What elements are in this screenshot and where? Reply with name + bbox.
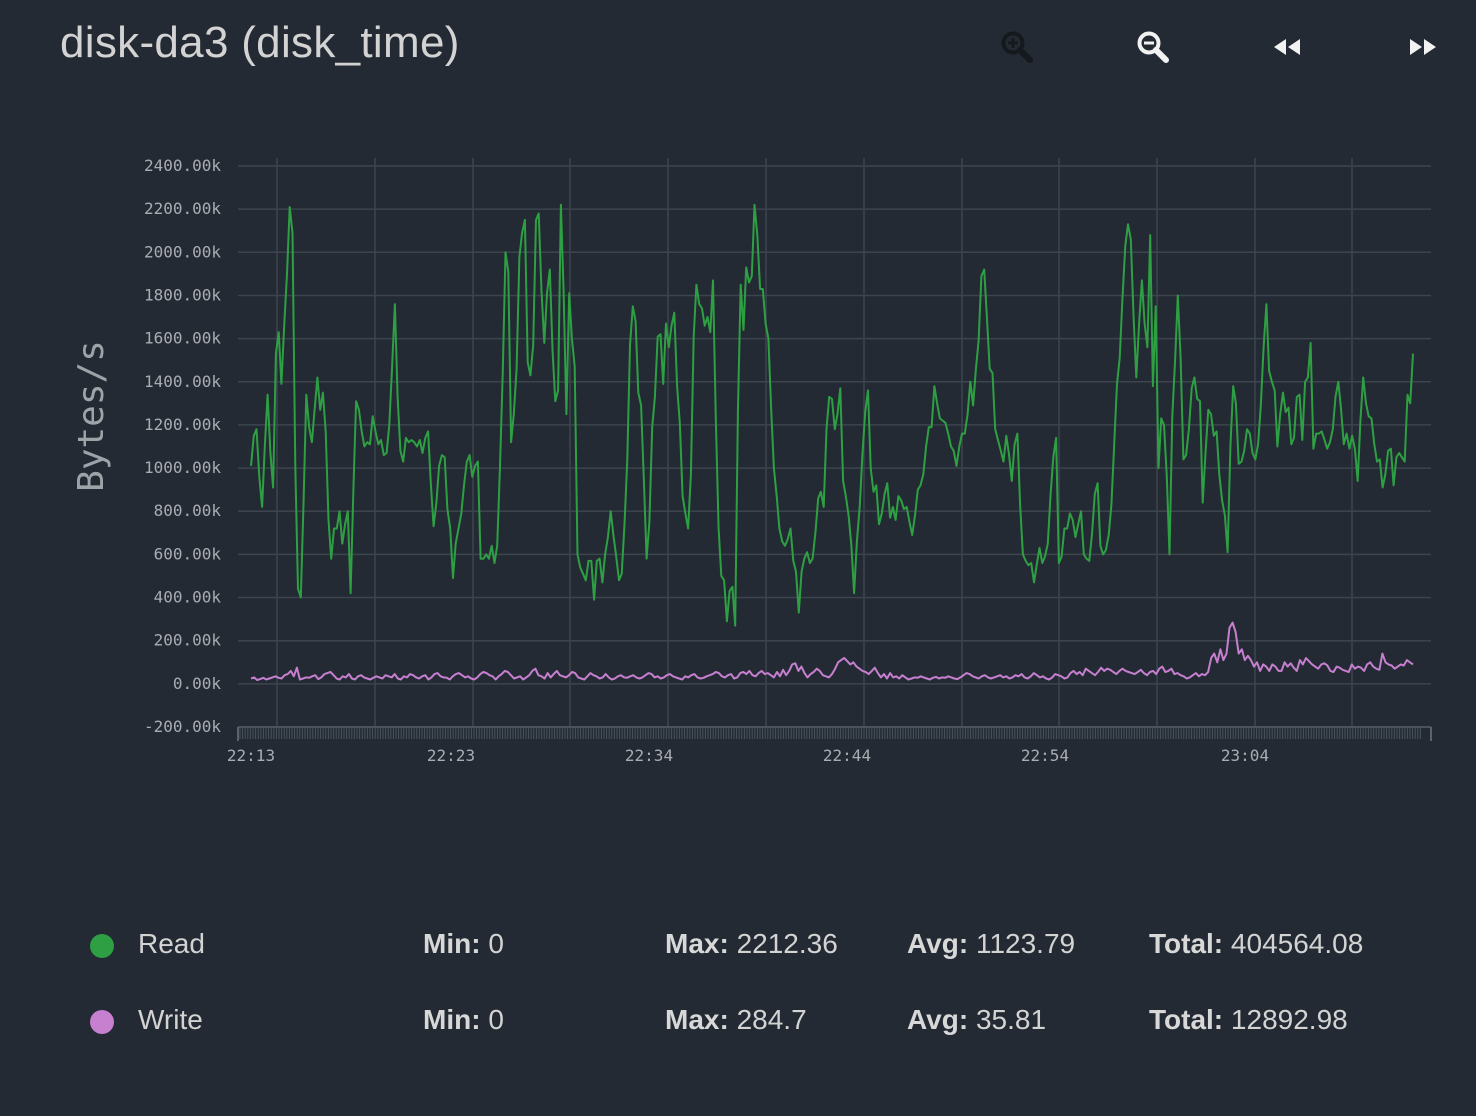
legend-series-name: Read: [138, 928, 205, 959]
y-tick-label: 1600.00k: [144, 329, 221, 348]
min-value: 0: [488, 928, 504, 959]
y-tick-label: 1800.00k: [144, 285, 221, 304]
total-value: 12892.98: [1230, 1004, 1348, 1035]
read-avg-stat: Avg: 1123.79: [907, 928, 1075, 960]
series-line-read: [250, 203, 1414, 627]
y-axis-label: Bytes/s: [71, 340, 112, 492]
max-value: 284.7: [736, 1004, 807, 1035]
total-label: Total:: [1149, 928, 1224, 959]
avg-value: 35.81: [975, 1004, 1047, 1035]
zoom-out-icon: [1137, 31, 1169, 63]
total-label: Total:: [1149, 1004, 1224, 1035]
chart-toolbar: [990, 24, 1450, 70]
y-tick-label: 200.00k: [154, 631, 222, 650]
min-value: 0: [488, 1004, 504, 1035]
chart-area[interactable]: 2400.00k 2200.00k 2000.00k 1800.00k 1600.00k…: [0, 120, 1476, 800]
write-total-stat: Total: 12892.98: [1149, 1004, 1348, 1036]
chart-title: disk-da3 (disk_time): [60, 18, 460, 67]
read-total-stat: Total: 404564.08: [1149, 928, 1363, 960]
y-tick-label: -200.00k: [144, 717, 221, 736]
read-max-stat: Max: 2212.36: [665, 928, 838, 960]
rewind-icon: [1274, 39, 1300, 55]
total-value: 404564.08: [1230, 928, 1364, 959]
zoom-in-icon: [1001, 31, 1033, 63]
y-tick-label: 800.00k: [154, 501, 222, 520]
legend-series-name: Write: [138, 1004, 203, 1035]
x-tick-label: 22:44: [823, 746, 871, 765]
write-max-stat: Max: 284.7: [665, 1004, 807, 1036]
fast-forward-icon: [1410, 39, 1436, 55]
line-chart[interactable]: 2400.00k 2200.00k 2000.00k 1800.00k 1600.00k…: [0, 120, 1476, 800]
y-tick-label: 2400.00k: [144, 156, 221, 175]
read-color-dot: [90, 934, 114, 958]
series-line-write: [250, 621, 1414, 681]
fast-forward-button[interactable]: [1398, 24, 1448, 70]
write-color-dot: [90, 1010, 114, 1034]
y-tick-label: 1400.00k: [144, 372, 221, 391]
read-min-stat: Min: 0: [423, 928, 504, 960]
min-label: Min:: [423, 1004, 481, 1035]
max-label: Max:: [665, 1004, 729, 1035]
x-tick-label: 23:04: [1221, 746, 1269, 765]
zoom-out-button[interactable]: [1128, 24, 1178, 70]
min-label: Min:: [423, 928, 481, 959]
x-tick-label: 22:23: [427, 746, 475, 765]
y-tick-label: 2200.00k: [144, 199, 221, 218]
avg-label: Avg:: [907, 928, 969, 959]
y-tick-label: 2000.00k: [144, 242, 221, 261]
write-min-stat: Min: 0: [423, 1004, 504, 1036]
zoom-in-button[interactable]: [992, 24, 1042, 70]
max-value: 2212.36: [736, 928, 838, 959]
x-axis-minor-ticks: [239, 727, 1421, 739]
y-tick-label: 1000.00k: [144, 458, 221, 477]
rewind-button[interactable]: [1262, 24, 1312, 70]
y-tick-label: 0.00k: [173, 674, 222, 693]
x-tick-label: 22:13: [227, 746, 275, 765]
max-label: Max:: [665, 928, 729, 959]
avg-label: Avg:: [907, 1004, 969, 1035]
y-tick-label: 400.00k: [154, 588, 222, 607]
y-tick-label: 1200.00k: [144, 415, 221, 434]
legend-row-read[interactable]: Read Min: 0 Max: 2212.36 Avg: 1123.79 To…: [0, 924, 1476, 964]
write-avg-stat: Avg: 35.81: [907, 1004, 1046, 1036]
y-tick-label: 600.00k: [154, 544, 222, 563]
legend-row-write[interactable]: Write Min: 0 Max: 284.7 Avg: 35.81 Total…: [0, 1000, 1476, 1040]
x-tick-label: 22:34: [625, 746, 673, 765]
x-tick-label: 22:54: [1021, 746, 1069, 765]
avg-value: 1123.79: [975, 928, 1076, 959]
